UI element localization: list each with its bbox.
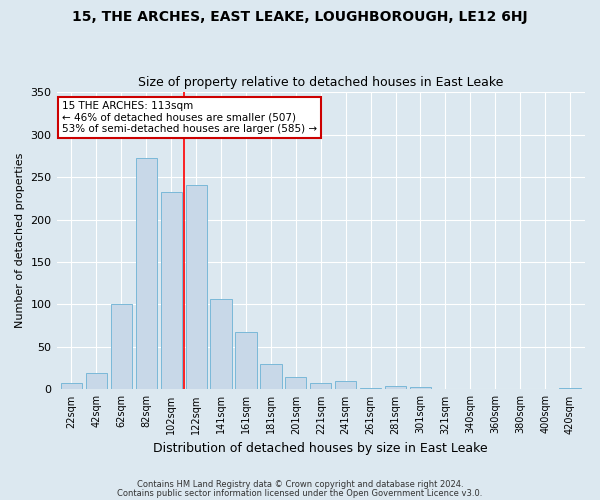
Bar bbox=[185, 184, 207, 390]
Bar bbox=[235, 332, 257, 390]
X-axis label: Distribution of detached houses by size in East Leake: Distribution of detached houses by size … bbox=[154, 442, 488, 455]
Text: 15, THE ARCHES, EAST LEAKE, LOUGHBOROUGH, LE12 6HJ: 15, THE ARCHES, EAST LEAKE, LOUGHBOROUGH… bbox=[72, 10, 528, 24]
Bar bbox=[385, 386, 406, 390]
Bar bbox=[136, 158, 157, 390]
Bar bbox=[111, 304, 132, 390]
Text: 15 THE ARCHES: 113sqm
← 46% of detached houses are smaller (507)
53% of semi-det: 15 THE ARCHES: 113sqm ← 46% of detached … bbox=[62, 101, 317, 134]
Text: Contains HM Land Registry data © Crown copyright and database right 2024.: Contains HM Land Registry data © Crown c… bbox=[137, 480, 463, 489]
Text: Contains public sector information licensed under the Open Government Licence v3: Contains public sector information licen… bbox=[118, 488, 482, 498]
Bar bbox=[260, 364, 281, 390]
Title: Size of property relative to detached houses in East Leake: Size of property relative to detached ho… bbox=[138, 76, 503, 90]
Bar bbox=[410, 387, 431, 390]
Bar bbox=[335, 381, 356, 390]
Bar bbox=[86, 374, 107, 390]
Bar bbox=[285, 376, 307, 390]
Bar bbox=[211, 300, 232, 390]
Y-axis label: Number of detached properties: Number of detached properties bbox=[15, 153, 25, 328]
Bar bbox=[310, 384, 331, 390]
Bar bbox=[360, 388, 381, 390]
Bar bbox=[61, 384, 82, 390]
Bar bbox=[161, 192, 182, 390]
Bar bbox=[559, 388, 581, 390]
